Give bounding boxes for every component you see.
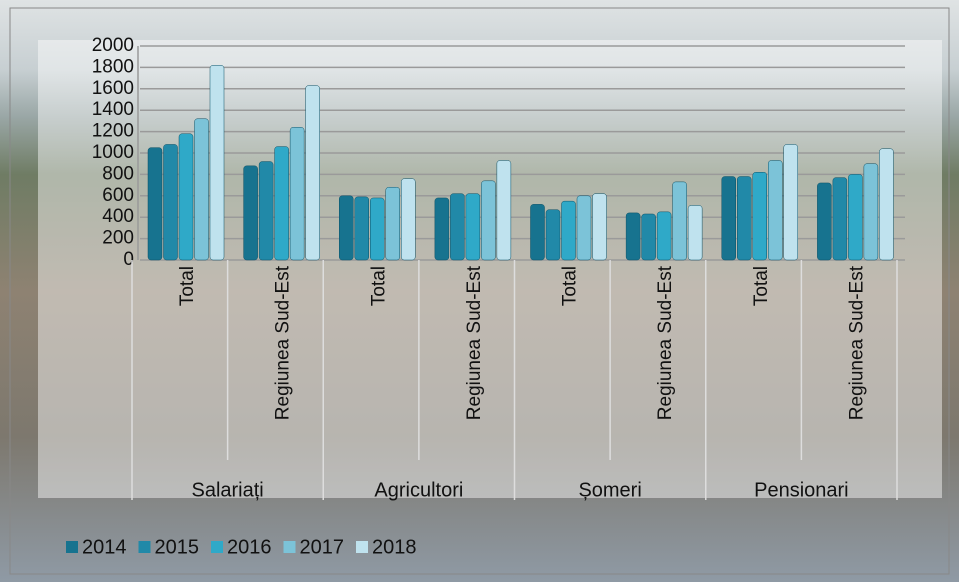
- chart: 0200400600800100012001400160018002000Tot…: [0, 0, 959, 582]
- legend-swatch: [139, 541, 151, 553]
- x-tick-label: Total: [368, 266, 389, 306]
- y-tick-label: 800: [102, 163, 134, 184]
- bar: [195, 119, 209, 260]
- bar: [864, 164, 878, 260]
- bar: [210, 65, 224, 260]
- bar: [306, 86, 320, 260]
- group-label: Agricultori: [374, 479, 463, 501]
- bar: [593, 194, 607, 260]
- group-label: Salariați: [191, 479, 263, 501]
- group-label: Pensionari: [754, 479, 849, 501]
- legend-label: 2018: [372, 536, 417, 558]
- x-tick-label: Total: [177, 266, 198, 306]
- bar: [497, 160, 511, 260]
- y-tick-label: 1800: [92, 56, 134, 77]
- legend-swatch: [356, 541, 368, 553]
- legend-label: 2017: [300, 536, 345, 558]
- x-tick-label: Regiunea Sud-Est: [655, 265, 676, 420]
- y-tick-label: 2000: [92, 35, 134, 56]
- bar: [244, 166, 258, 260]
- bar: [481, 181, 495, 260]
- bar: [275, 147, 289, 260]
- bar: [546, 210, 560, 260]
- bar: [626, 213, 640, 260]
- bar: [339, 196, 353, 260]
- bar: [531, 204, 545, 260]
- legend-label: 2014: [82, 536, 127, 558]
- legend-swatch: [66, 541, 78, 553]
- bar: [435, 198, 449, 260]
- bar: [642, 214, 656, 260]
- x-tick-label: Regiunea Sud-Est: [273, 265, 294, 420]
- bar: [466, 194, 480, 260]
- legend-label: 2016: [227, 536, 272, 558]
- plot-panel: [38, 40, 942, 498]
- bar: [657, 212, 671, 260]
- y-tick-label: 400: [102, 206, 134, 227]
- y-tick-label: 1400: [92, 99, 134, 120]
- legend-swatch: [284, 541, 296, 553]
- bar: [784, 144, 798, 260]
- y-tick-label: 600: [102, 185, 134, 206]
- y-tick-label: 1000: [92, 142, 134, 163]
- x-tick-label: Total: [751, 266, 772, 306]
- legend-swatch: [211, 541, 223, 553]
- x-tick-label: Regiunea Sud-Est: [846, 265, 867, 420]
- bar: [577, 196, 591, 260]
- x-tick-label: Regiunea Sud-Est: [464, 265, 485, 420]
- bar: [688, 205, 702, 260]
- bar: [355, 197, 369, 260]
- bar: [290, 127, 304, 260]
- bar: [879, 149, 893, 260]
- bar: [753, 172, 767, 260]
- bar: [401, 179, 415, 260]
- y-tick-label: 200: [102, 228, 134, 249]
- legend-label: 2015: [155, 536, 200, 558]
- bar: [833, 178, 847, 260]
- bar: [737, 177, 751, 260]
- bar: [817, 183, 831, 260]
- bar: [386, 187, 400, 260]
- x-tick-label: Total: [560, 266, 581, 306]
- bar: [450, 194, 464, 260]
- group-label: Șomeri: [578, 479, 641, 501]
- bar: [370, 198, 384, 260]
- y-tick-label: 1600: [92, 78, 134, 99]
- bar: [562, 201, 576, 260]
- bar: [164, 144, 178, 260]
- bar: [848, 174, 862, 260]
- bar: [768, 160, 782, 260]
- bar: [179, 134, 193, 260]
- bar: [148, 148, 162, 260]
- bar: [259, 162, 273, 260]
- bar: [673, 182, 687, 260]
- bar: [722, 177, 736, 260]
- y-tick-label: 1200: [92, 121, 134, 142]
